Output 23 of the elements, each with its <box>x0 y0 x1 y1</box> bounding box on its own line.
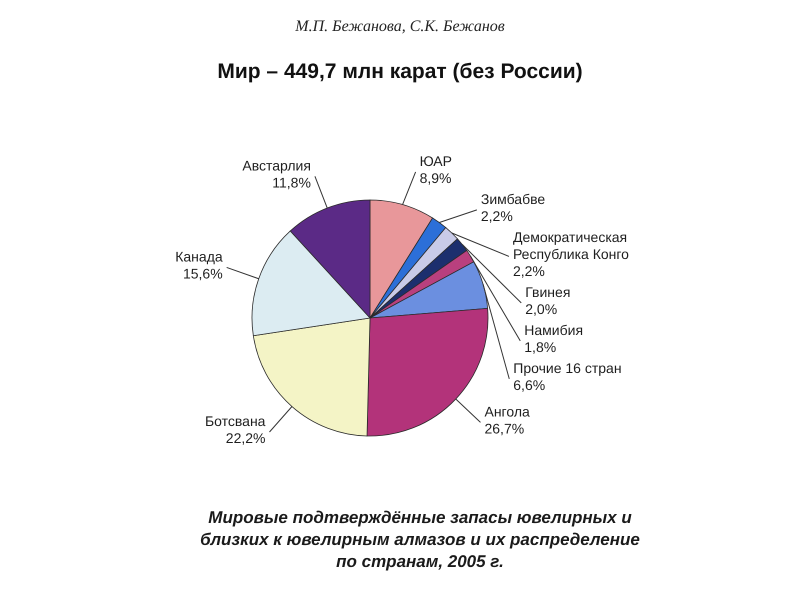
slice-label: Зимбабве <box>480 190 546 207</box>
slice-label: Канада <box>175 248 223 264</box>
chart-title: Мир – 449,7 млн карат (без России) <box>217 60 583 83</box>
slice-label: Австарлия <box>242 157 311 174</box>
slice-label: Прочие 16 стран <box>513 360 622 376</box>
data-label: 11,8% <box>272 174 311 190</box>
data-label: 8,9% <box>420 170 452 186</box>
data-label: 2,0% <box>525 300 558 317</box>
data-label: 2,2% <box>480 208 513 224</box>
data-label: 2,2% <box>512 262 545 279</box>
slice-label: Демократическая Республика Конго <box>512 228 630 262</box>
data-label: 1,8% <box>524 338 556 355</box>
data-label: 22,2% <box>226 430 266 446</box>
slice-label: Ангола <box>484 403 530 420</box>
slice-label: Гвинея <box>525 284 570 300</box>
data-label: 15,6% <box>182 265 223 282</box>
text: Мировые подтверждённые запасы ювелирных и близких к ювелирным алмазов и их распределение по странам, 2005 г. <box>200 508 640 571</box>
slice-label: ЮАР <box>420 152 452 169</box>
text: М.П. Бежанова, С.К. Бежанов <box>294 18 505 35</box>
data-label: 6,6% <box>513 376 546 393</box>
data-label: 26,7% <box>484 420 524 436</box>
slice-label: Ботсвана <box>204 413 266 430</box>
slice-label: Намибия <box>524 322 584 338</box>
